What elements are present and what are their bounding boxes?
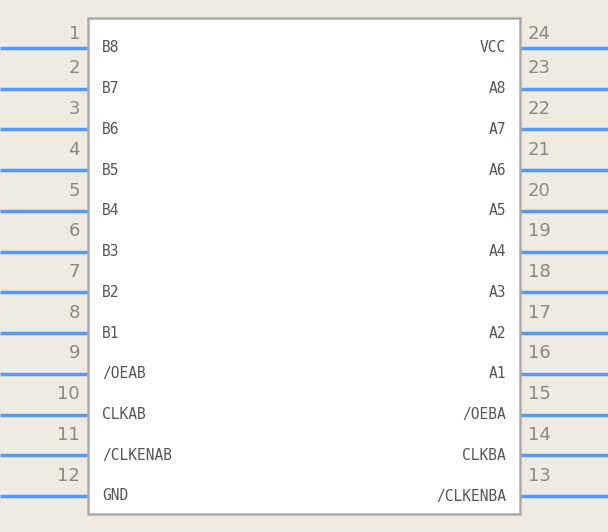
Text: B4: B4 xyxy=(102,203,120,219)
Text: 19: 19 xyxy=(528,222,551,240)
Text: B3: B3 xyxy=(102,244,120,259)
Text: 16: 16 xyxy=(528,344,551,362)
Text: 6: 6 xyxy=(69,222,80,240)
Text: B7: B7 xyxy=(102,81,120,96)
Text: CLKBA: CLKBA xyxy=(462,448,506,463)
Text: A6: A6 xyxy=(488,163,506,178)
Text: B6: B6 xyxy=(102,122,120,137)
Text: 15: 15 xyxy=(528,385,551,403)
Text: /OEBA: /OEBA xyxy=(462,407,506,422)
Text: 14: 14 xyxy=(528,426,551,444)
Text: 13: 13 xyxy=(528,467,551,485)
Text: 21: 21 xyxy=(528,141,551,159)
Text: 17: 17 xyxy=(528,304,551,322)
Text: B8: B8 xyxy=(102,40,120,55)
Text: A4: A4 xyxy=(488,244,506,259)
Text: 23: 23 xyxy=(528,60,551,77)
Text: A2: A2 xyxy=(488,326,506,340)
Text: B2: B2 xyxy=(102,285,120,300)
Text: VCC: VCC xyxy=(480,40,506,55)
Text: CLKAB: CLKAB xyxy=(102,407,146,422)
Text: /OEAB: /OEAB xyxy=(102,367,146,381)
Text: 24: 24 xyxy=(528,25,551,43)
Text: A8: A8 xyxy=(488,81,506,96)
Text: 11: 11 xyxy=(57,426,80,444)
Text: A7: A7 xyxy=(488,122,506,137)
Text: B5: B5 xyxy=(102,163,120,178)
Text: 8: 8 xyxy=(69,304,80,322)
Text: /CLKENAB: /CLKENAB xyxy=(102,448,172,463)
Text: 7: 7 xyxy=(69,263,80,281)
Bar xyxy=(88,18,520,514)
Text: 12: 12 xyxy=(57,467,80,485)
Text: A1: A1 xyxy=(488,367,506,381)
Text: B1: B1 xyxy=(102,326,120,340)
Text: 4: 4 xyxy=(69,141,80,159)
Text: 10: 10 xyxy=(57,385,80,403)
Text: 5: 5 xyxy=(69,181,80,200)
Text: 20: 20 xyxy=(528,181,551,200)
Text: /CLKENBA: /CLKENBA xyxy=(436,488,506,503)
Text: 9: 9 xyxy=(69,344,80,362)
Text: 18: 18 xyxy=(528,263,551,281)
Text: 3: 3 xyxy=(69,100,80,118)
Text: A3: A3 xyxy=(488,285,506,300)
Text: 1: 1 xyxy=(69,25,80,43)
Text: 22: 22 xyxy=(528,100,551,118)
Text: A5: A5 xyxy=(488,203,506,219)
Text: GND: GND xyxy=(102,488,128,503)
Text: 2: 2 xyxy=(69,60,80,77)
